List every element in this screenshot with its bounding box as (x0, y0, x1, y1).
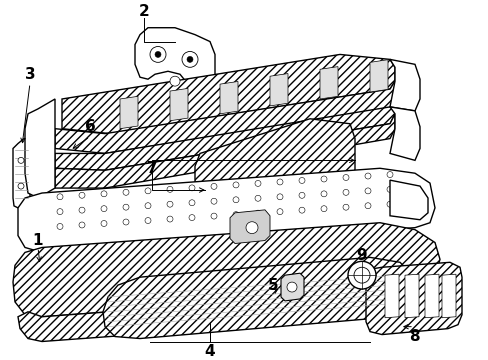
Circle shape (150, 46, 165, 62)
Circle shape (320, 176, 326, 182)
Circle shape (145, 203, 151, 209)
Circle shape (123, 204, 129, 210)
Circle shape (232, 182, 239, 188)
Circle shape (210, 184, 217, 189)
Circle shape (364, 188, 370, 194)
Polygon shape (170, 89, 187, 121)
Circle shape (353, 267, 369, 283)
Circle shape (123, 219, 129, 225)
Circle shape (364, 203, 370, 209)
Circle shape (182, 51, 198, 67)
Circle shape (342, 189, 348, 195)
Circle shape (276, 179, 283, 185)
Circle shape (210, 198, 217, 204)
Circle shape (167, 201, 173, 207)
Text: 8: 8 (408, 329, 418, 344)
Polygon shape (103, 257, 411, 338)
Text: 6: 6 (84, 119, 95, 134)
Text: 9: 9 (356, 248, 366, 263)
Text: 1: 1 (33, 233, 43, 248)
Polygon shape (13, 139, 30, 208)
Circle shape (298, 192, 305, 198)
Text: 2: 2 (138, 4, 149, 19)
Circle shape (167, 186, 173, 192)
Polygon shape (389, 59, 419, 111)
Polygon shape (135, 28, 215, 89)
Circle shape (145, 217, 151, 224)
Polygon shape (389, 107, 419, 160)
Polygon shape (18, 168, 434, 252)
Polygon shape (120, 96, 138, 129)
Circle shape (167, 216, 173, 222)
Circle shape (342, 175, 348, 180)
Circle shape (254, 180, 261, 186)
Polygon shape (62, 54, 394, 134)
Polygon shape (365, 262, 461, 334)
Circle shape (386, 172, 392, 177)
Polygon shape (319, 67, 337, 99)
Circle shape (123, 189, 129, 195)
Circle shape (320, 206, 326, 212)
Circle shape (79, 192, 85, 198)
Polygon shape (25, 99, 55, 198)
Circle shape (386, 186, 392, 192)
Circle shape (189, 215, 195, 221)
Circle shape (364, 173, 370, 179)
Polygon shape (389, 180, 427, 220)
Circle shape (18, 157, 24, 163)
Text: 3: 3 (24, 67, 35, 82)
Polygon shape (195, 119, 354, 218)
Polygon shape (13, 223, 439, 317)
Polygon shape (384, 274, 398, 318)
Polygon shape (441, 274, 455, 318)
Circle shape (386, 201, 392, 207)
Circle shape (298, 177, 305, 184)
Circle shape (298, 207, 305, 213)
Circle shape (189, 185, 195, 191)
Polygon shape (281, 273, 304, 301)
Circle shape (276, 209, 283, 215)
Circle shape (342, 204, 348, 210)
Text: 7: 7 (146, 161, 157, 176)
Polygon shape (55, 81, 394, 153)
Circle shape (18, 183, 24, 189)
Circle shape (57, 224, 63, 229)
Circle shape (286, 282, 296, 292)
Polygon shape (404, 274, 418, 318)
Circle shape (79, 207, 85, 213)
Circle shape (145, 188, 151, 194)
Polygon shape (55, 99, 394, 170)
Circle shape (155, 51, 161, 57)
Circle shape (101, 191, 107, 197)
Text: 4: 4 (204, 344, 215, 359)
Circle shape (245, 222, 258, 234)
Circle shape (101, 206, 107, 212)
Circle shape (210, 213, 217, 219)
Polygon shape (269, 73, 287, 106)
Circle shape (57, 194, 63, 200)
Polygon shape (220, 81, 238, 114)
Circle shape (170, 76, 180, 86)
Circle shape (254, 195, 261, 201)
Circle shape (232, 197, 239, 203)
Circle shape (347, 261, 375, 289)
Circle shape (232, 212, 239, 217)
Circle shape (186, 57, 193, 62)
Polygon shape (369, 60, 387, 92)
Circle shape (101, 221, 107, 226)
Circle shape (254, 210, 261, 216)
Circle shape (320, 191, 326, 197)
Polygon shape (229, 210, 269, 243)
Circle shape (57, 209, 63, 215)
Polygon shape (424, 274, 438, 318)
Polygon shape (55, 114, 394, 188)
Text: 5: 5 (267, 278, 278, 293)
Polygon shape (18, 287, 419, 342)
Circle shape (189, 200, 195, 206)
Circle shape (79, 222, 85, 228)
Circle shape (276, 194, 283, 200)
